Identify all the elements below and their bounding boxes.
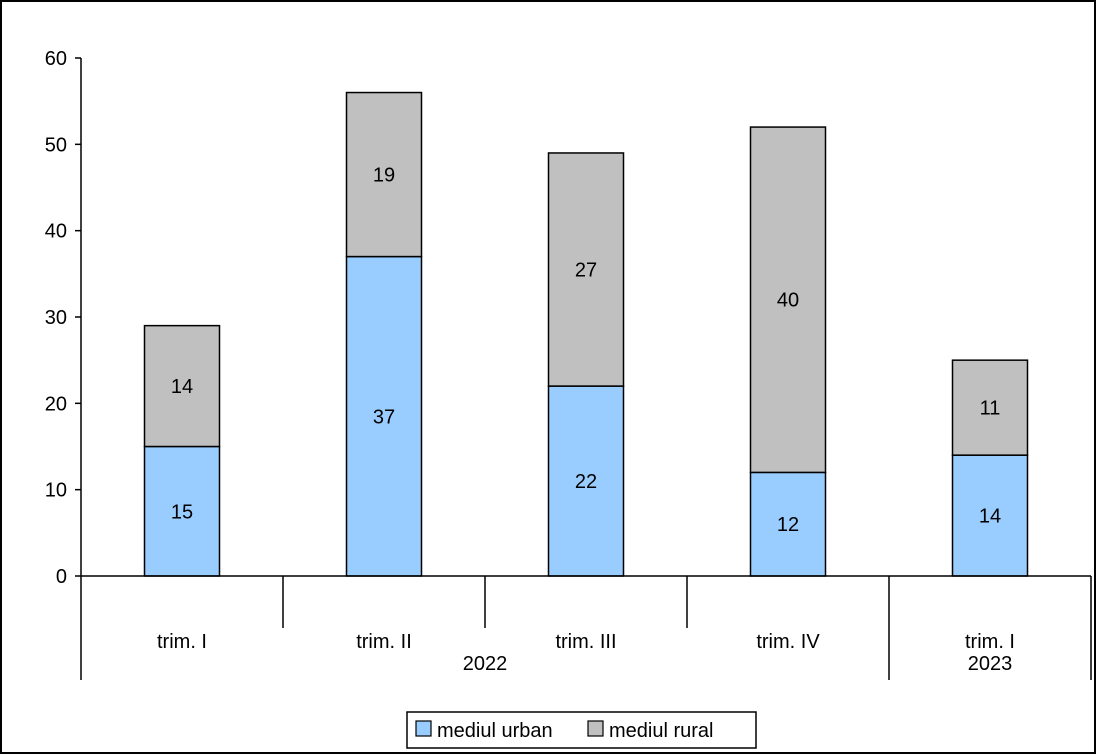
bar-value-label: 37 bbox=[373, 406, 395, 428]
x-category-label: trim. IV bbox=[756, 631, 820, 653]
bar-segment bbox=[951, 359, 1029, 456]
x-category-label: trim. III bbox=[555, 631, 616, 653]
bar-value-label: 11 bbox=[980, 398, 1001, 420]
bar-value-label: 27 bbox=[575, 260, 597, 282]
y-axis: 0 10 20 30 40 50 60 bbox=[45, 48, 82, 588]
y-tick-label: 50 bbox=[45, 134, 67, 156]
bar-segment bbox=[143, 445, 221, 577]
bar-segment bbox=[749, 126, 827, 474]
y-tick-label: 0 bbox=[56, 566, 67, 588]
y-tick-label: 20 bbox=[45, 393, 67, 415]
bar-segment bbox=[345, 91, 423, 258]
bar-value-label: 19 bbox=[373, 165, 395, 187]
bar-value-label: 14 bbox=[979, 506, 1001, 528]
y-tick-label: 60 bbox=[45, 48, 67, 70]
legend-label: mediul urban bbox=[437, 720, 553, 742]
bar-segment bbox=[547, 152, 625, 387]
bar-value-label: 14 bbox=[171, 376, 193, 398]
x-group-label: 2022 bbox=[463, 653, 508, 675]
legend-label: mediul rural bbox=[609, 720, 713, 742]
x-category-label: trim. I bbox=[965, 631, 1015, 653]
y-tick-label: 10 bbox=[45, 480, 67, 502]
bar-value-label: 15 bbox=[171, 501, 193, 523]
legend-swatch bbox=[415, 720, 432, 737]
x-category-label: trim. II bbox=[356, 631, 412, 653]
bar-segment bbox=[143, 324, 221, 448]
legend: mediul urban mediul rural bbox=[406, 711, 757, 749]
legend-box bbox=[406, 711, 757, 749]
bar-value-label: 12 bbox=[777, 514, 799, 536]
legend-swatch bbox=[587, 720, 604, 737]
bar-value-label: 22 bbox=[575, 471, 597, 493]
bar-segment bbox=[749, 471, 827, 577]
y-tick-label: 30 bbox=[45, 307, 67, 329]
y-tick-label: 40 bbox=[45, 221, 67, 243]
bar-value-label: 40 bbox=[777, 290, 799, 312]
x-group-label: 2023 bbox=[968, 653, 1013, 675]
x-category-label: trim. I bbox=[157, 631, 207, 653]
